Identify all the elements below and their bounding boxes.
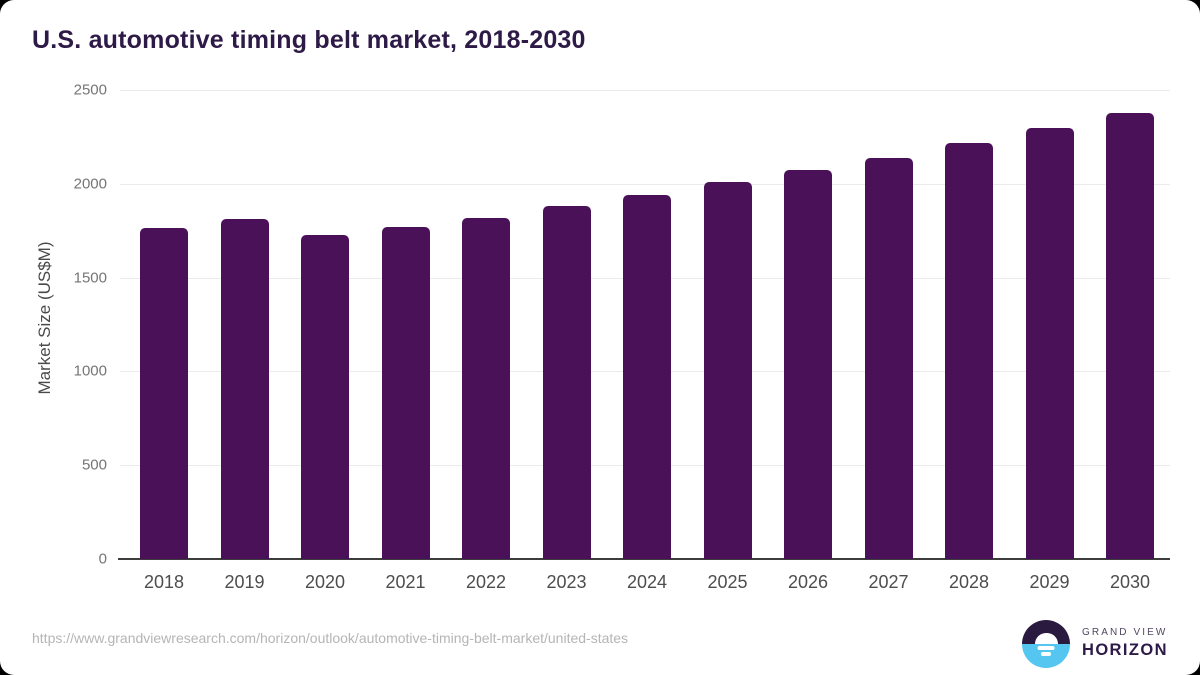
x-tick-label-2026: 2026 (787, 572, 829, 592)
bar-2027 (864, 157, 913, 559)
bar-2018 (140, 227, 188, 559)
bar-2029 (1025, 128, 1074, 559)
y-tick-label-1000: 1000 (73, 362, 107, 380)
bar-2022 (462, 217, 510, 559)
x-tick-label-2028: 2028 (948, 572, 990, 592)
source-url: https://www.grandviewresearch.com/horizo… (32, 630, 629, 646)
x-tick-label-2019: 2019 (224, 572, 265, 592)
y-tick-label-500: 500 (81, 456, 107, 474)
bar-2024 (623, 195, 671, 559)
bar-2023 (542, 206, 591, 559)
bar-2030 (1106, 112, 1154, 559)
x-tick-label-2024: 2024 (626, 572, 668, 592)
x-tick-label-2025: 2025 (707, 572, 748, 592)
y-tick-label-2000: 2000 (73, 175, 107, 193)
x-tick-label-2021: 2021 (385, 572, 426, 592)
logo-product-name: HORIZON (1082, 641, 1168, 659)
x-tick-label-2030: 2030 (1109, 572, 1151, 592)
plot-area: 0 500 1000 1500 2000 2500 2018 2019 2020 2021 2022… (74, 82, 1170, 592)
x-tick-label-2022: 2022 (465, 572, 507, 592)
chart-title: U.S. automotive timing belt market, 2018… (32, 26, 586, 54)
x-tick-label-2029: 2029 (1029, 572, 1070, 592)
bar-2028 (945, 142, 993, 559)
y-tick-label-2500: 2500 (73, 81, 107, 99)
bar-2026 (784, 169, 832, 559)
y-axis-title: Market Size (US$M) (35, 241, 54, 395)
bar-2020 (301, 235, 349, 559)
y-tick-label-0: 0 (98, 550, 107, 568)
x-tick-label-2023: 2023 (546, 572, 587, 592)
x-tick-label-2027: 2027 (868, 572, 909, 592)
bar-2025 (703, 181, 752, 559)
gridline-2000 (120, 183, 1170, 185)
horizon-sun-icon (1022, 620, 1070, 668)
logo-brand-name: GRAND VIEW (1082, 627, 1168, 638)
x-axis-line (118, 558, 1170, 560)
gridline-2500 (120, 90, 1170, 91)
x-tick-label-2020: 2020 (304, 572, 346, 592)
bar-2021 (381, 226, 430, 559)
grand-view-horizon-logo: GRAND VIEW HORIZON (1022, 620, 1168, 668)
bar-2019 (220, 218, 269, 559)
x-tick-label-2018: 2018 (143, 572, 185, 592)
y-tick-label-1500: 1500 (73, 269, 107, 287)
